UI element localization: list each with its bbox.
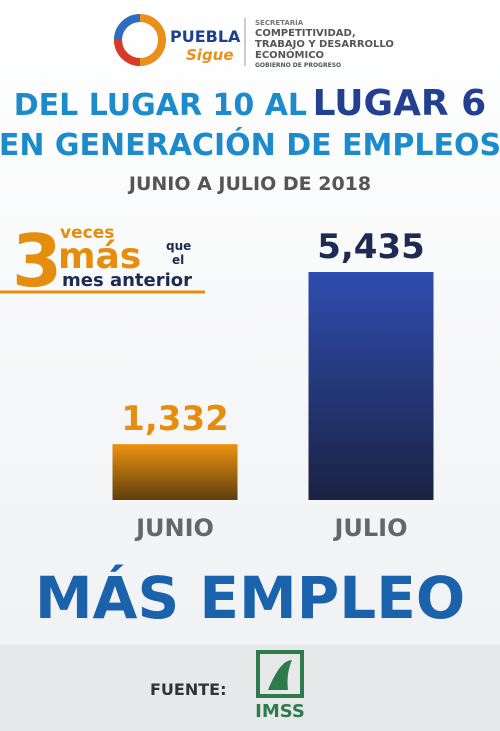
source-label: FUENTE:: [150, 680, 226, 699]
callout-word: más: [58, 236, 141, 277]
government: GOBIERNO DE PROGRESO: [255, 62, 341, 69]
agency-line: ECONÓMICO: [255, 48, 324, 61]
slogan: MÁS EMPLEO: [35, 563, 465, 632]
imss-emblem: [256, 650, 304, 698]
category-label: JULIO: [332, 514, 407, 542]
callout-word: veces: [60, 223, 114, 243]
bar: [112, 444, 238, 500]
brand: PUEBLA: [170, 27, 241, 46]
agency-line: COMPETITIVIDAD,: [255, 28, 356, 39]
value-label: 5,435: [317, 227, 425, 267]
subtitle: JUNIO A JULIO DE 2018: [127, 173, 371, 195]
title-part: DEL LUGAR 10 AL: [14, 88, 307, 123]
title-part: LUGAR 6: [313, 83, 487, 124]
brand-tag: Sigue: [186, 46, 234, 64]
agency-line: SECRETARÍA: [255, 18, 304, 27]
bar-chart: 1,332 JUNIO 5,435 JULIO: [112, 227, 434, 542]
footer-band: [0, 645, 500, 731]
logo: [114, 14, 166, 66]
title-line: DEL LUGAR 10 AL LUGAR 6: [14, 83, 486, 124]
callout-word: que: [166, 239, 191, 253]
callout-word: el: [172, 253, 184, 267]
value-label: 1,332: [121, 399, 229, 439]
source: IMSS: [255, 701, 305, 722]
title-line: EN GENERACIÓN DE EMPLEOS: [0, 126, 500, 163]
callout-number: 3: [12, 219, 62, 303]
agency-line: TRABAJO Y DESARROLLO: [255, 39, 394, 50]
category-label: JUNIO: [134, 514, 214, 542]
callout-tail: mes anterior: [62, 270, 192, 291]
bar: [308, 272, 434, 500]
